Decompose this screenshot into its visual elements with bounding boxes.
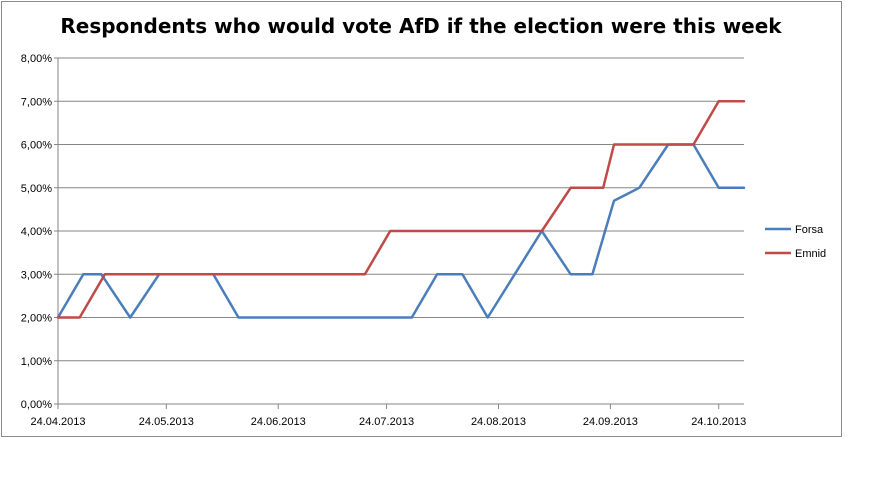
x-tick-label: 24.06.2013: [251, 416, 306, 428]
x-tick-label: 24.10.2013: [691, 416, 746, 428]
y-tick-label: 1,00%: [21, 356, 52, 368]
y-tick-label: 5,00%: [21, 183, 52, 195]
x-tick-label: 24.05.2013: [139, 416, 194, 428]
legend-label-emnid: Emnid: [795, 248, 826, 260]
y-tick-label: 0,00%: [21, 399, 52, 411]
y-tick-label: 3,00%: [21, 269, 52, 281]
series-line-forsa: [56, 143, 746, 319]
y-tick-label: 8,00%: [21, 53, 52, 65]
x-tick-label: 24.07.2013: [359, 416, 414, 428]
chart-frame: [1, 1, 842, 437]
x-tick-label: 24.09.2013: [583, 416, 638, 428]
y-tick-label: 2,00%: [21, 313, 52, 325]
chart-title: Respondents who would vote AfD if the el…: [60, 14, 782, 38]
y-tick-label: 4,00%: [21, 226, 52, 238]
y-tick-label: 6,00%: [21, 140, 52, 152]
series-line-emnid: [56, 99, 746, 319]
x-tick-label: 24.08.2013: [471, 416, 526, 428]
legend-label-forsa: Forsa: [795, 224, 824, 236]
y-tick-label: 7,00%: [21, 96, 52, 108]
x-tick-label: 24.04.2013: [30, 416, 85, 428]
